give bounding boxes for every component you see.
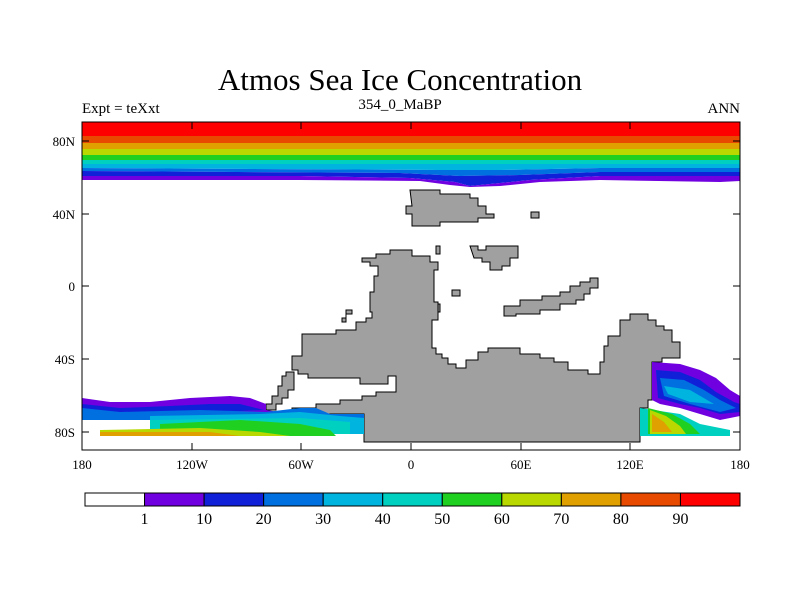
experiment-label: Expt = teXxt xyxy=(82,101,160,117)
landmass-main-continent xyxy=(291,249,681,443)
se-ice-band-30 xyxy=(664,386,714,404)
colorbar-label: 90 xyxy=(672,511,688,528)
colorbar-label: 20 xyxy=(256,511,272,528)
south-east-ice xyxy=(640,362,740,436)
x-tick-label: 180 xyxy=(730,457,750,472)
colorbar-label: 30 xyxy=(315,511,331,528)
ice-band-40 xyxy=(82,160,740,164)
period-label: 354_0_MaBP xyxy=(358,97,442,113)
sw-ice-band-70 xyxy=(100,432,240,436)
colorbar-swatch xyxy=(84,492,146,507)
colorbar-swatch xyxy=(263,492,324,507)
colorbar-swatch xyxy=(679,492,741,507)
colorbar-swatch xyxy=(322,492,384,507)
north-ice-bands xyxy=(82,122,740,187)
colorbar-swatch xyxy=(441,492,503,507)
y-tick-label: 40S xyxy=(55,352,75,367)
y-tick-label: 80S xyxy=(55,425,75,440)
map-title: Atmos Sea Ice Concentration xyxy=(217,62,583,97)
south-west-ice xyxy=(82,396,364,436)
colorbar-label: 50 xyxy=(434,511,450,528)
y-tick-label: 40N xyxy=(53,207,76,222)
landmass-islet-2 xyxy=(451,289,461,297)
colorbar-label: 60 xyxy=(494,511,510,528)
colorbar-label: 80 xyxy=(613,511,629,528)
colorbar-label: 10 xyxy=(196,511,212,528)
x-tick-label: 120E xyxy=(616,457,644,472)
colorbar-label: 1 xyxy=(141,511,149,528)
x-tick-label: 0 xyxy=(408,457,415,472)
se-ice-band-70 xyxy=(652,414,672,432)
colorbar-label: 70 xyxy=(553,511,569,528)
map-ticks xyxy=(82,122,740,450)
colorbar-label: 40 xyxy=(375,511,391,528)
landmass-eastern-strip xyxy=(503,277,599,317)
colorbar-swatch xyxy=(144,492,205,507)
ice-band-1 xyxy=(82,176,740,187)
ice-band-70 xyxy=(82,143,740,149)
map-plot: 80N 40N 0 40S 80S 180 120W 60W 0 60E 120… xyxy=(53,121,750,472)
x-tick-label: 180 xyxy=(72,457,92,472)
season-label: ANN xyxy=(707,101,741,117)
ice-band-60 xyxy=(82,149,740,155)
colorbar-swatch xyxy=(501,492,562,507)
colorbar-swatch xyxy=(382,492,443,507)
colorbar-swatch xyxy=(560,492,622,507)
x-tick-label: 120W xyxy=(176,457,209,472)
landmass-islet xyxy=(435,245,441,255)
colorbar-swatch xyxy=(620,492,681,507)
y-tick-label: 0 xyxy=(69,279,76,294)
colorbar-swatch xyxy=(203,492,265,507)
colorbar: 1 10 20 30 40 50 60 70 80 90 xyxy=(84,492,741,528)
x-tick-label: 60W xyxy=(288,457,314,472)
ice-band-50 xyxy=(82,155,740,160)
landmass-northern-block xyxy=(405,189,495,227)
land-masses xyxy=(265,189,681,443)
landmass-east-block xyxy=(469,245,519,271)
ice-band-30 xyxy=(82,164,740,170)
ice-band-10 xyxy=(82,171,740,186)
landmass-small-island xyxy=(530,211,540,219)
landmass-islet-4 xyxy=(341,309,353,323)
y-tick-label: 80N xyxy=(53,134,76,149)
ice-band-80 xyxy=(82,136,740,143)
ice-band-20 xyxy=(82,168,740,176)
x-tick-label: 60E xyxy=(511,457,532,472)
